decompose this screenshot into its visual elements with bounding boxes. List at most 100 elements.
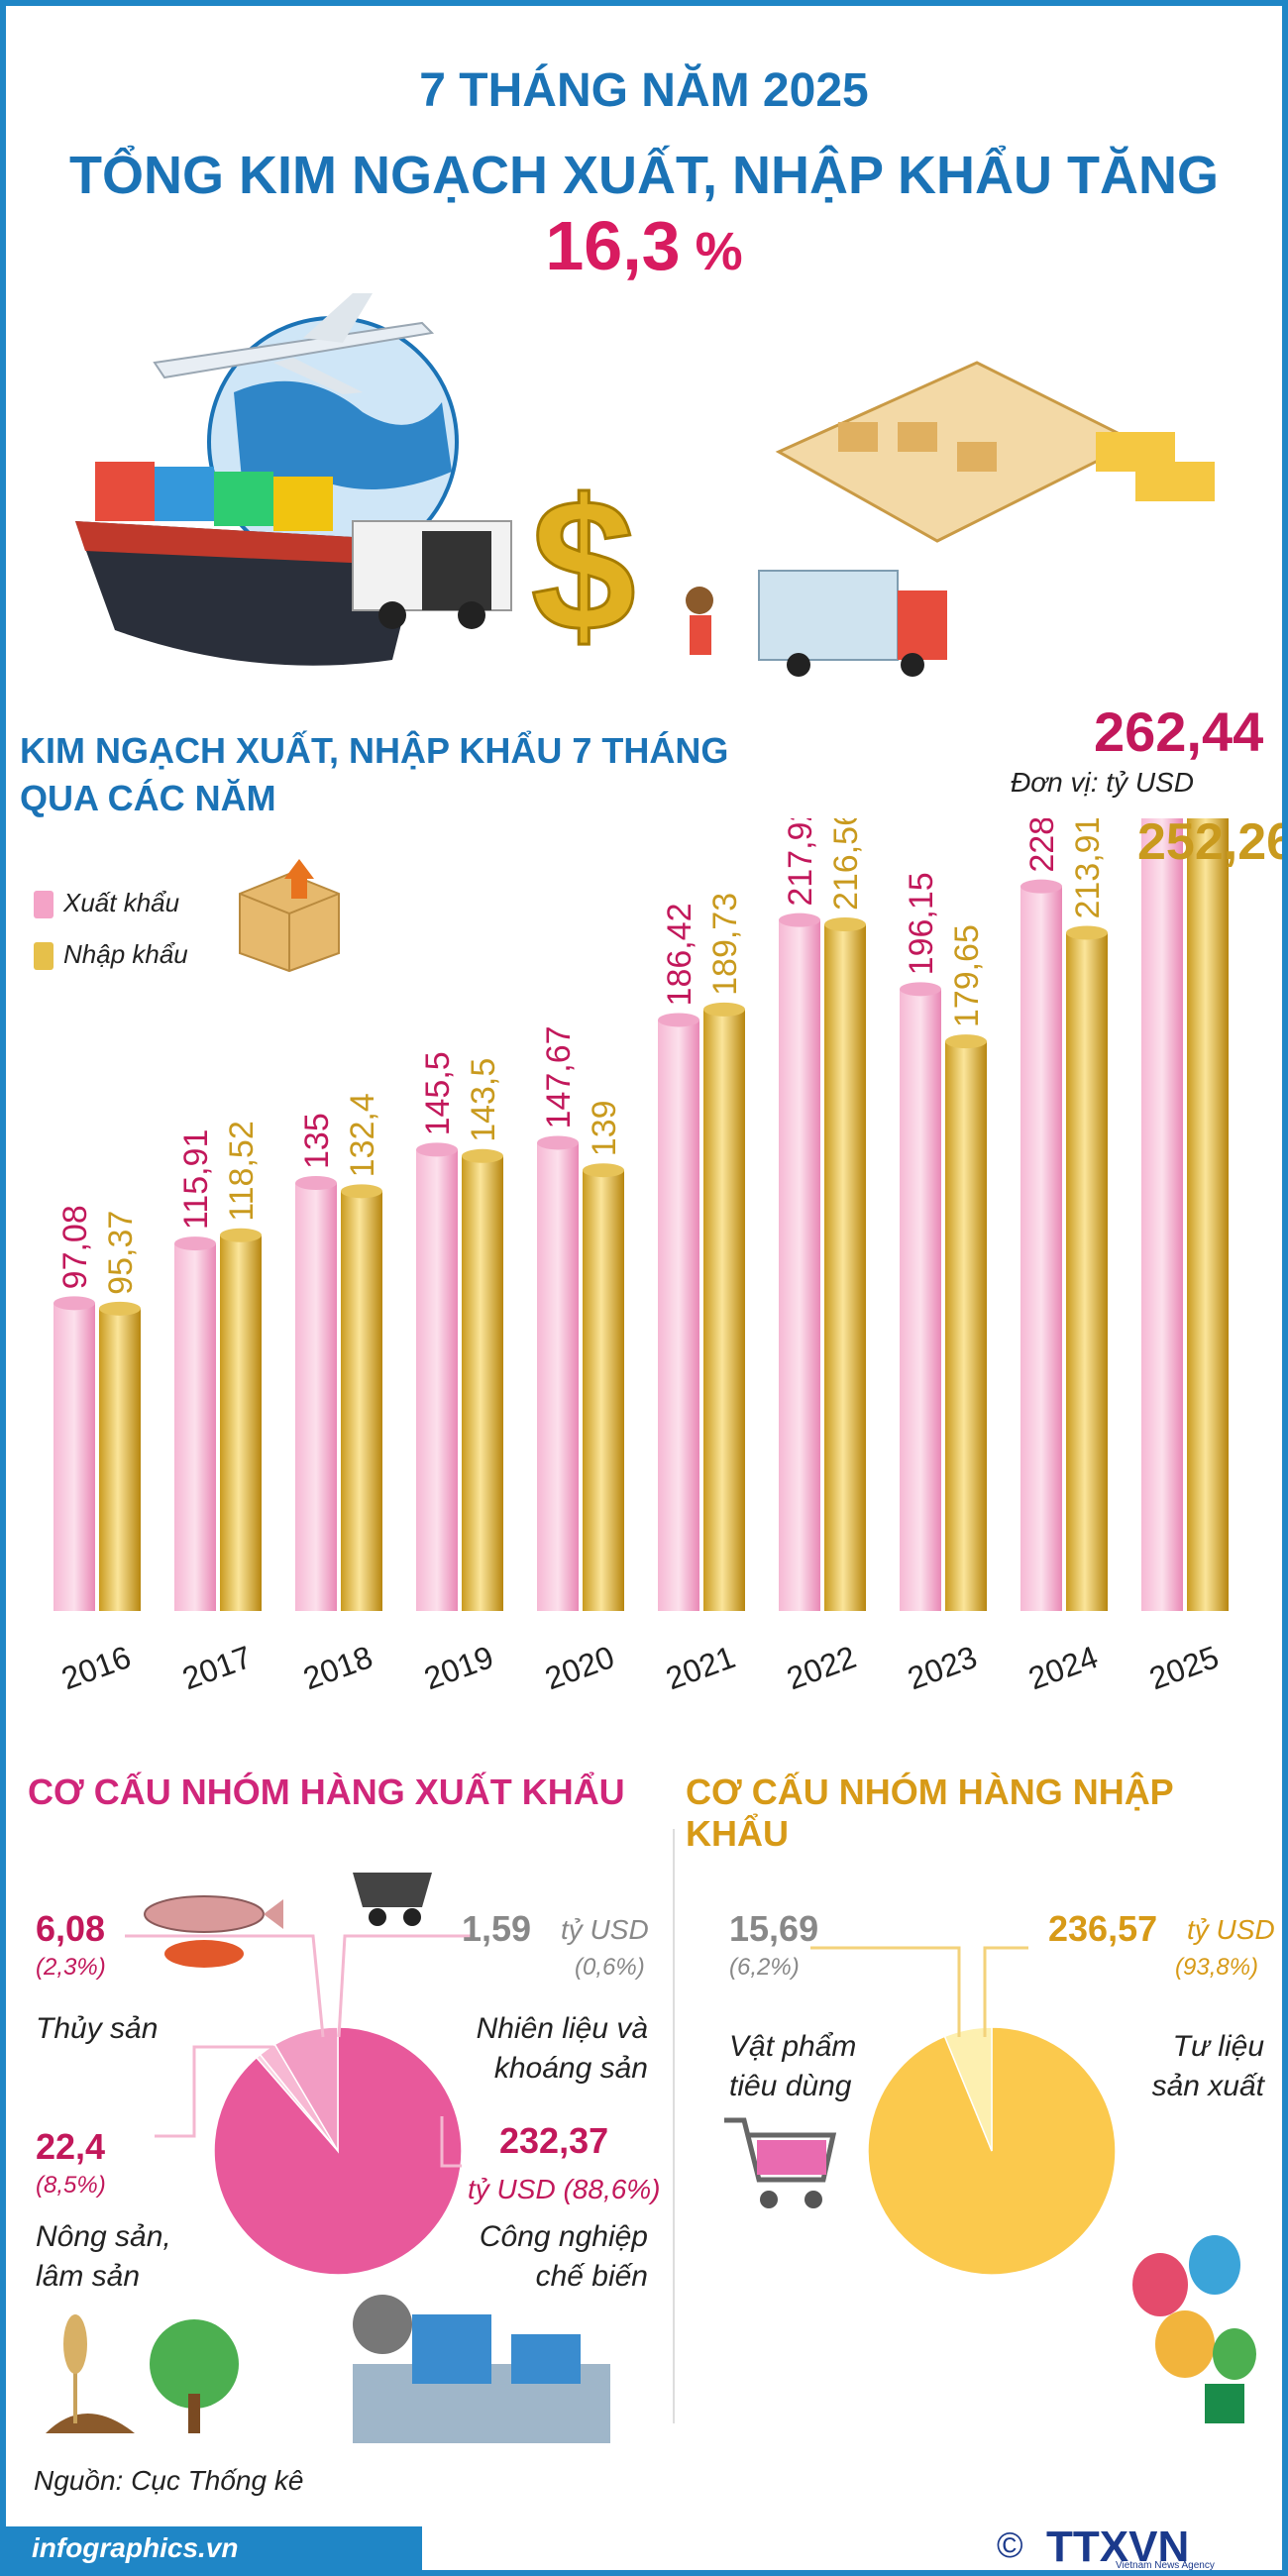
wheat-tree-icon bbox=[46, 2314, 239, 2433]
airplane-icon bbox=[153, 293, 435, 394]
import-consumer-label-line2: tiêu dùng bbox=[729, 2070, 852, 2102]
bar-cap-export-2019 bbox=[416, 1142, 458, 1157]
x-tick-2017: 2017 bbox=[177, 1639, 256, 1696]
bar-label-import-2025: 252,26 bbox=[1137, 818, 1282, 871]
fish-icon bbox=[144, 1895, 283, 1968]
export-industry-unit: tỷ USD bbox=[468, 2174, 556, 2204]
export-fuel-label-line1: Nhiên liệu và bbox=[476, 2012, 648, 2045]
export-industry-label-line2: chế biến bbox=[535, 2260, 648, 2293]
import-production-unit: tỷ USD bbox=[1187, 1914, 1275, 1945]
legend-export-swatch bbox=[34, 891, 54, 919]
export-industry-label-line1: Công nghiệp bbox=[479, 2220, 648, 2253]
bar-label-export-2016: 97,08 bbox=[56, 1205, 94, 1289]
import-structure-title: CƠ CẤU NHÓM HÀNG NHẬP KHẨU bbox=[686, 1771, 1174, 1854]
import-consumer-pct: (6,2%) bbox=[729, 1954, 800, 1981]
x-tick-2018: 2018 bbox=[298, 1639, 376, 1696]
export-agri-value: 22,4 bbox=[36, 2126, 106, 2167]
x-tick-2021: 2021 bbox=[661, 1639, 739, 1696]
bar-import-2024 bbox=[1066, 932, 1108, 1611]
bar-import-2022 bbox=[824, 924, 866, 1611]
bar-cap-import-2019 bbox=[462, 1148, 503, 1163]
shopping-cart-icon bbox=[724, 2117, 837, 2208]
bar-export-2017 bbox=[174, 1243, 216, 1611]
truck-icon bbox=[352, 520, 512, 629]
bar-label-import-2016: 95,37 bbox=[102, 1211, 140, 1295]
export-industry-value: 232,37 bbox=[499, 2120, 609, 2161]
bar-cap-export-2020 bbox=[537, 1135, 579, 1150]
bar-label-import-2023: 179,65 bbox=[948, 924, 986, 1027]
bar-cap-import-2024 bbox=[1066, 925, 1108, 940]
legend-import-label: Nhập khẩu bbox=[63, 939, 188, 969]
bar-import-2018 bbox=[341, 1191, 382, 1611]
export-fuel-label-line2: khoáng sản bbox=[493, 2052, 648, 2085]
svg-text:$: $ bbox=[531, 461, 636, 671]
export-industry-pct: (88,6%) bbox=[563, 2174, 661, 2204]
chart-title: KIM NGẠCH XUẤT, NHẬP KHẨU 7 THÁNG QUA CÁ… bbox=[20, 727, 728, 822]
import-consumer-label: Vật phẩm tiêu dùng bbox=[729, 2027, 856, 2106]
bar-cap-export-2022 bbox=[779, 912, 820, 927]
export-leader-lines bbox=[125, 1934, 472, 2168]
bar-export-2022 bbox=[779, 919, 820, 1611]
import-leader-lines bbox=[810, 1946, 1028, 2037]
cargo-ship-icon bbox=[75, 462, 422, 666]
bar-label-import-2024: 213,91 bbox=[1069, 818, 1107, 918]
bar-cap-import-2023 bbox=[945, 1034, 987, 1049]
x-tick-2023: 2023 bbox=[903, 1639, 981, 1696]
bar-import-2021 bbox=[703, 1009, 745, 1611]
header-line2-text: TỔNG KIM NGẠCH XUẤT, NHẬP KHẨU TĂNG bbox=[69, 146, 1219, 205]
bar-label-export-2021: 186,42 bbox=[661, 903, 698, 1006]
bar-label-export-2020: 147,67 bbox=[540, 1025, 578, 1128]
header-line2: TỔNG KIM NGẠCH XUẤT, NHẬP KHẨU TĂNG 16,3… bbox=[6, 145, 1282, 285]
bar-label-export-2022: 217,92 bbox=[782, 818, 819, 907]
bar-import-2025 bbox=[1187, 818, 1229, 1611]
export-pie-chart bbox=[213, 2026, 463, 2276]
chart-title-line2: QUA CÁC NĂM bbox=[20, 778, 276, 818]
bar-label-import-2018: 132,4 bbox=[344, 1093, 381, 1177]
bar-cap-import-2022 bbox=[824, 917, 866, 932]
header-percent: % bbox=[695, 222, 743, 281]
bar-import-2023 bbox=[945, 1041, 987, 1611]
coal-cart-icon bbox=[353, 1873, 432, 1926]
bar-import-2017 bbox=[220, 1234, 262, 1611]
x-tick-2016: 2016 bbox=[56, 1639, 135, 1696]
legend-export: Xuất khẩu bbox=[34, 888, 180, 919]
bar-import-2016 bbox=[99, 1308, 141, 1611]
bar-cap-export-2021 bbox=[658, 1013, 699, 1027]
bar-cap-export-2016 bbox=[54, 1296, 95, 1311]
bar-label-export-2019: 145,5 bbox=[419, 1051, 457, 1135]
import-pie-slice-1 bbox=[943, 2026, 993, 2152]
bar-label-export-2024: 228,54 bbox=[1023, 818, 1061, 873]
import-consumer-label-line1: Vật phẩm bbox=[729, 2030, 857, 2063]
bar-import-2020 bbox=[583, 1170, 624, 1611]
trade-illustration: $ bbox=[75, 293, 1215, 677]
export-pie-slice-3 bbox=[273, 2026, 339, 2154]
bar-export-2024 bbox=[1020, 886, 1062, 1611]
bar-cap-export-2023 bbox=[900, 982, 941, 997]
copyright-symbol: © bbox=[997, 2524, 1023, 2565]
bar-label-import-2020: 139 bbox=[586, 1100, 623, 1156]
x-tick-2019: 2019 bbox=[419, 1639, 497, 1696]
import-production-label: Tư liệu sản xuất bbox=[1076, 2027, 1264, 2106]
dollar-icon: $ bbox=[530, 460, 638, 673]
total-2025-label: 262,44 bbox=[1094, 700, 1264, 763]
bar-export-2019 bbox=[416, 1149, 458, 1611]
export-fishery-label: Thủy sản bbox=[36, 2012, 159, 2045]
import-consumer-value: 15,69 bbox=[729, 1908, 819, 1949]
warehouse-icon bbox=[775, 361, 1215, 543]
import-production-value: 236,57 bbox=[1048, 1908, 1158, 1949]
bar-cap-import-2018 bbox=[341, 1184, 382, 1199]
site-link[interactable]: infographics.vn bbox=[32, 2532, 239, 2563]
divider-line bbox=[673, 1829, 675, 2423]
brand-logo: TTXVN bbox=[1046, 2522, 1190, 2570]
bar-cap-import-2016 bbox=[99, 1301, 141, 1316]
source-note: Nguồn: Cục Thống kê bbox=[34, 2465, 304, 2496]
bar-label-export-2018: 135 bbox=[298, 1113, 336, 1169]
bar-import-2019 bbox=[462, 1155, 503, 1611]
import-pie-chart bbox=[867, 2026, 1117, 2276]
header-line1: 7 THÁNG NĂM 2025 bbox=[419, 64, 869, 117]
brand-subtitle: Vietnam News Agency bbox=[1116, 2560, 1215, 2570]
export-fishery-pct: (2,3%) bbox=[36, 1954, 106, 1981]
bar-export-2025 bbox=[1141, 818, 1183, 1611]
bar-export-2020 bbox=[537, 1142, 579, 1611]
legend-export-label: Xuất khẩu bbox=[63, 888, 180, 917]
